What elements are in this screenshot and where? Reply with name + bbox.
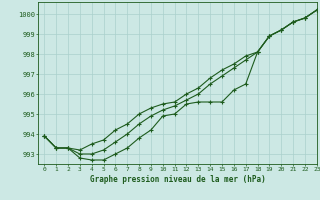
X-axis label: Graphe pression niveau de la mer (hPa): Graphe pression niveau de la mer (hPa) <box>90 175 266 184</box>
